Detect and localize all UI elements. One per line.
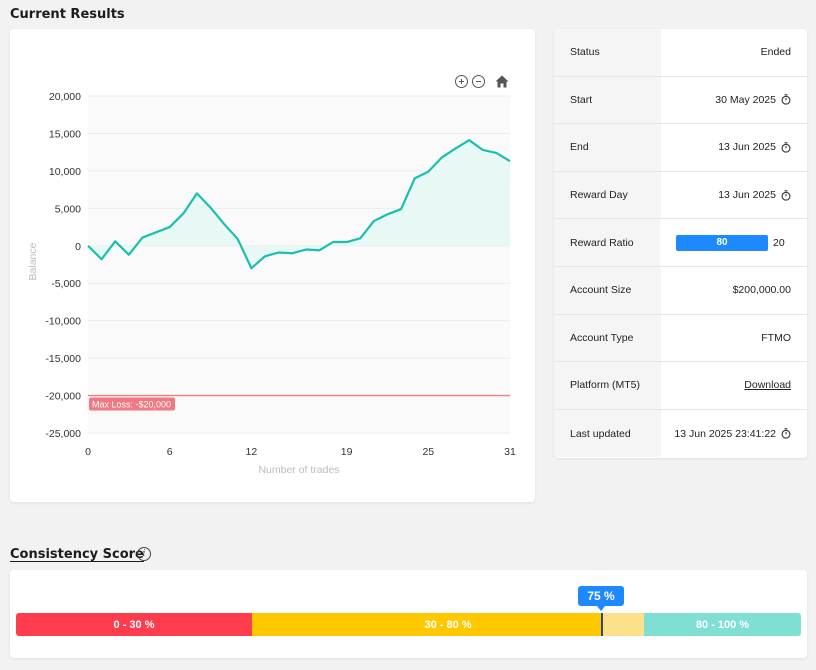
info-row-value-cell: Download	[661, 362, 807, 409]
y-tick-label: 0	[75, 241, 81, 253]
x-axis-label: Number of trades	[258, 464, 339, 476]
info-row-label: Account Type	[554, 314, 661, 362]
score-badge: 75 %	[578, 586, 624, 606]
y-tick-label: -25,000	[45, 428, 81, 440]
timer-icon	[781, 94, 791, 106]
info-row-value-cell: 13 Jun 2025	[661, 171, 807, 219]
info-row: Start 30 May 2025	[554, 76, 807, 125]
score-pointer	[597, 606, 605, 611]
current-results-title: Current Results	[10, 7, 125, 22]
x-tick-label: 25	[422, 446, 434, 458]
y-tick-label: -5,000	[51, 278, 81, 290]
info-row: End 13 Jun 2025	[554, 124, 807, 172]
info-row-label: Status	[554, 29, 661, 76]
y-tick-label: -15,000	[45, 353, 81, 365]
info-row-value-cell: 30 May 2025	[661, 76, 807, 124]
info-row-value-cell: Ended	[661, 29, 807, 76]
segment-low: 0 - 30 %	[16, 613, 252, 636]
balance-line	[87, 139, 511, 270]
y-tick-label: -20,000	[45, 391, 81, 403]
info-row: Last updated 13 Jun 2025 23:41:22	[554, 409, 807, 458]
account-info-table: Status Ended Start 30 May 2025 End 13 Jun 202…	[554, 29, 807, 458]
info-row-value: FTMO	[761, 331, 791, 344]
info-row: Account Size $200,000.00	[554, 266, 807, 315]
info-row-label: End	[554, 124, 661, 171]
info-row-label: Platform (MT5)	[554, 362, 661, 409]
y-tick-label: 15,000	[49, 128, 81, 140]
x-tick-label: 19	[341, 446, 353, 458]
timer-icon	[781, 189, 791, 201]
timer-icon	[781, 428, 791, 439]
info-row-value: 13 Jun 2025	[718, 189, 776, 202]
x-tick-label: 31	[504, 446, 516, 458]
reward-ratio: 80 20	[660, 234, 791, 251]
balance-chart[interactable]: Max Loss: -$20,000 20,000 15,000 10,000 5,00…	[10, 29, 535, 502]
info-icon[interactable]: i	[137, 547, 151, 561]
segment-mid-label: 30 - 80 %	[424, 618, 472, 631]
consistency-score-bar: 0 - 30 % 30 - 80 % 80 - 100 %	[16, 613, 801, 636]
reward-ratio-bar: 80	[676, 234, 768, 251]
x-tick-label: 12	[246, 446, 258, 458]
info-row-value: 13 Jun 2025	[718, 141, 776, 154]
y-tick-label: 20,000	[49, 91, 81, 103]
reset-zoom-home-icon[interactable]	[495, 75, 509, 88]
segment-high: 80 - 100 %	[644, 613, 801, 636]
max-loss-label: Max Loss: -$20,000	[92, 400, 171, 410]
info-row-label: Start	[554, 76, 661, 124]
info-row: Status Ended	[554, 29, 807, 77]
info-row: Account Type FTMO	[554, 314, 807, 363]
info-row-label: Reward Day	[554, 171, 661, 219]
info-row-value-cell: $200,000.00	[661, 266, 807, 314]
zoom-out-icon[interactable]	[472, 75, 485, 88]
info-row-label: Account Size	[554, 266, 661, 314]
balance-chart-card: Max Loss: -$20,000 20,000 15,000 10,000 5,00…	[10, 29, 535, 502]
y-tick-label: 5,000	[55, 203, 81, 215]
info-row-value-cell: FTMO	[661, 314, 807, 362]
segment-low-label: 0 - 30 %	[113, 618, 155, 631]
x-tick-label: 6	[167, 446, 173, 458]
info-row-value: $200,000.00	[732, 284, 791, 297]
info-row: Reward Day 13 Jun 2025	[554, 171, 807, 220]
info-row-value-cell: 13 Jun 2025 23:41:22	[661, 409, 807, 458]
max-loss-badge	[89, 397, 175, 411]
info-row-value: 13 Jun 2025 23:41:22	[674, 427, 776, 440]
info-row-value-cell: 80 20	[660, 219, 807, 266]
balance-area	[88, 140, 510, 269]
info-row-label: Reward Ratio	[554, 219, 660, 266]
info-row: Platform (MT5) Download	[554, 362, 807, 410]
y-tick-label: -10,000	[45, 316, 81, 328]
info-row-value: Ended	[760, 46, 791, 59]
account-info-card: Status Ended Start 30 May 2025 End 13 Jun 202…	[554, 29, 807, 458]
score-marker-line	[601, 613, 603, 636]
y-axis-label: Balance	[27, 242, 39, 280]
consistency-score-card: 75 % 0 - 30 % 30 - 80 % 80 - 100 %	[10, 570, 807, 658]
consistency-score-title: Consistency Score	[10, 547, 144, 562]
info-row-value-cell: 13 Jun 2025	[661, 124, 807, 171]
chart-toolbar	[455, 75, 509, 88]
y-tick-label: 10,000	[49, 166, 81, 178]
info-row-label: Last updated	[554, 409, 661, 458]
segment-mid: 30 - 80 %	[252, 613, 644, 636]
x-tick-label: 0	[85, 446, 91, 458]
timer-icon	[781, 142, 791, 153]
zoom-in-icon[interactable]	[455, 75, 468, 88]
segment-mid-remaining	[601, 613, 644, 636]
plot-area	[88, 96, 510, 433]
download-link[interactable]: Download	[744, 379, 791, 392]
info-row-value: 30 May 2025	[715, 93, 776, 106]
reward-ratio-firm: 20	[773, 236, 785, 249]
segment-high-label: 80 - 100 %	[695, 618, 750, 631]
info-row: Reward Ratio 80 20	[554, 219, 807, 267]
